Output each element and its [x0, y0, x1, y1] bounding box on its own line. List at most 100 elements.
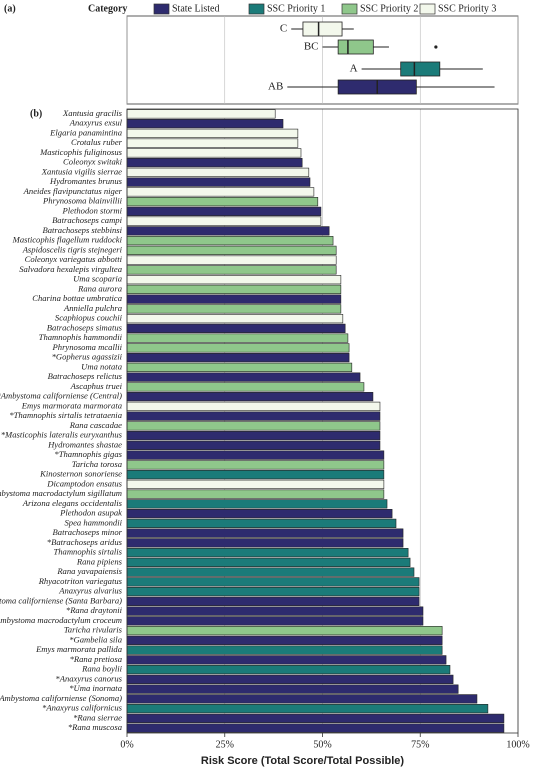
bar [126, 587, 420, 597]
y-tick-label: *Thamnophis sirtalis tetrataenia [9, 410, 122, 420]
bar [126, 645, 443, 655]
bar [126, 431, 381, 441]
bar [126, 450, 385, 460]
y-tick-label: Xantusia vigilis sierrae [41, 166, 122, 176]
bar [126, 255, 337, 265]
y-tick-label: Arizona elegans occidentalis [22, 498, 123, 508]
y-tick-label: Rhyacotriton variegatus [38, 576, 123, 586]
y-tick-label: Rana aurora [77, 283, 122, 293]
y-tick-label: Aneides flavipunctatus niger [23, 186, 123, 196]
bar [126, 167, 310, 177]
bar [126, 684, 459, 694]
bar [126, 674, 454, 684]
y-tick-label: Uma scoparia [73, 274, 122, 284]
bar [126, 665, 451, 675]
legend-swatch [419, 3, 436, 15]
y-tick-label: Hydromantes shastae [47, 439, 122, 449]
bar [126, 489, 385, 499]
legend-title: Category [88, 3, 127, 14]
y-tick-label: Thamnophis hammondii [39, 332, 123, 342]
bar [126, 275, 342, 285]
y-tick-label: *Rana pretiosa [70, 654, 122, 664]
bar [126, 109, 276, 119]
bar [126, 509, 393, 519]
y-tick-label: Uma notata [81, 361, 122, 371]
bar [126, 245, 337, 255]
bar [126, 528, 404, 538]
y-tick-label: *Thamnophis gigas [54, 449, 122, 459]
bar [126, 177, 311, 187]
y-tick-label: Dicamptodon ensatus [46, 478, 122, 488]
bar [126, 704, 489, 714]
y-tick-label: Ambystoma macrodactylum sigillatum [0, 488, 122, 498]
legend-swatch [248, 3, 265, 15]
y-tick-label: Batrachoseps relictus [48, 371, 123, 381]
x-tick-label: 75% [411, 739, 429, 750]
y-tick-label: *Ambystoma californiense (Sonoma) [0, 693, 122, 703]
y-tick-label: *Ambystoma californiense (Santa Barbara) [0, 595, 122, 605]
box [337, 39, 374, 55]
y-tick-label: *Batrachoseps aridus [47, 537, 123, 547]
bar [126, 206, 322, 216]
bar [126, 616, 424, 626]
y-tick-label: *Gopherus agassizii [52, 352, 123, 362]
y-tick-label: Rana cascadae [69, 420, 122, 430]
y-tick-label: Elgaria panamintina [49, 127, 122, 137]
y-tick-label: Anniella pulchra [63, 303, 122, 313]
y-tick-label: *Ambystoma californiense (Central) [0, 391, 122, 401]
y-tick-label: *Uma inornata [69, 683, 122, 693]
bar [126, 635, 443, 645]
bar [126, 294, 342, 304]
y-tick-label: Anaxyrus exsul [69, 118, 123, 128]
bar [126, 314, 344, 324]
y-tick-label: *Ambystoma macrodactylum croceum [0, 615, 122, 625]
bar [126, 236, 334, 246]
bar [126, 694, 478, 704]
bar [126, 723, 505, 733]
x-tick-label: 100% [506, 739, 529, 750]
legend-label: SSC Priority 1 [267, 3, 325, 14]
y-tick-label: *Rana sierrae [73, 712, 122, 722]
y-tick-label: Taricha rivularis [64, 625, 123, 635]
y-tick-label: Masticophis fuliginosus [39, 147, 123, 157]
y-tick-label: Anaxyrus alvarius [58, 586, 122, 596]
y-tick-label: *Rana muscosa [68, 722, 122, 732]
y-tick-label: *Gambelia sila [69, 634, 122, 644]
y-tick-label: Kinosternon sonoriense [39, 469, 122, 479]
outlier [434, 45, 438, 49]
bar [126, 577, 420, 587]
y-tick-label: Emys marmorata marmorata [21, 400, 122, 410]
box-label: C [280, 23, 287, 35]
bar [126, 158, 303, 168]
box [400, 61, 441, 77]
y-tick-label: Rana yavapaiensis [56, 566, 122, 576]
y-tick-label: *Anaxyrus canorus [55, 673, 122, 683]
legend-label: State Listed [172, 3, 220, 14]
bar [126, 460, 385, 470]
y-tick-label: Phrynosoma blainvillii [42, 196, 123, 206]
bar [126, 538, 404, 548]
box-label: A [350, 63, 358, 75]
bar [126, 304, 342, 314]
bar [126, 606, 424, 616]
y-tick-label: Coleonyx variegatus abbotti [25, 254, 123, 264]
legend-swatch [153, 3, 170, 15]
bar [126, 265, 337, 275]
bar [126, 333, 349, 343]
y-tick-label: Batrachoseps simatus [47, 322, 123, 332]
y-tick-label: Spea hammondii [64, 517, 122, 527]
bar [126, 187, 315, 197]
x-tick-label: 50% [313, 739, 331, 750]
bar [126, 401, 381, 411]
y-tick-label: Plethodon stormi [62, 205, 123, 215]
y-tick-label: *Masticophis lateralis euryxanthus [1, 430, 123, 440]
x-tick-label: 25% [216, 739, 234, 750]
bar [126, 119, 284, 129]
bar [126, 148, 302, 158]
bar [126, 216, 322, 226]
bar [126, 421, 381, 431]
bar [126, 362, 353, 372]
y-tick-label: Charina bottae umbratica [32, 293, 122, 303]
y-tick-label: Thamnophis sirtalis [53, 547, 122, 557]
